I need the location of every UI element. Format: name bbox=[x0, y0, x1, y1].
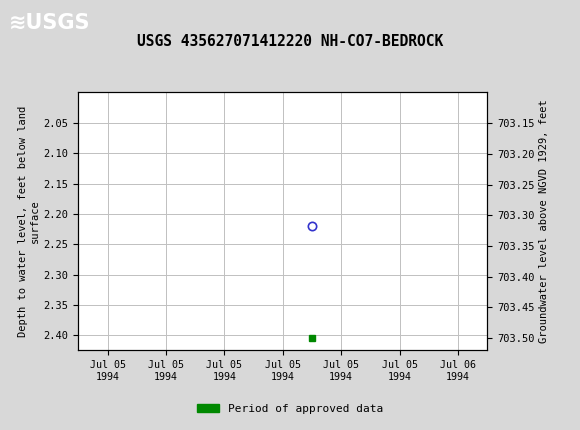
Text: USGS 435627071412220 NH-CO7-BEDROCK: USGS 435627071412220 NH-CO7-BEDROCK bbox=[137, 34, 443, 49]
Y-axis label: Depth to water level, feet below land
surface: Depth to water level, feet below land su… bbox=[18, 106, 39, 337]
Y-axis label: Groundwater level above NGVD 1929, feet: Groundwater level above NGVD 1929, feet bbox=[539, 100, 549, 343]
Text: ≋USGS: ≋USGS bbox=[9, 13, 90, 33]
Legend: Period of approved data: Period of approved data bbox=[193, 399, 387, 418]
